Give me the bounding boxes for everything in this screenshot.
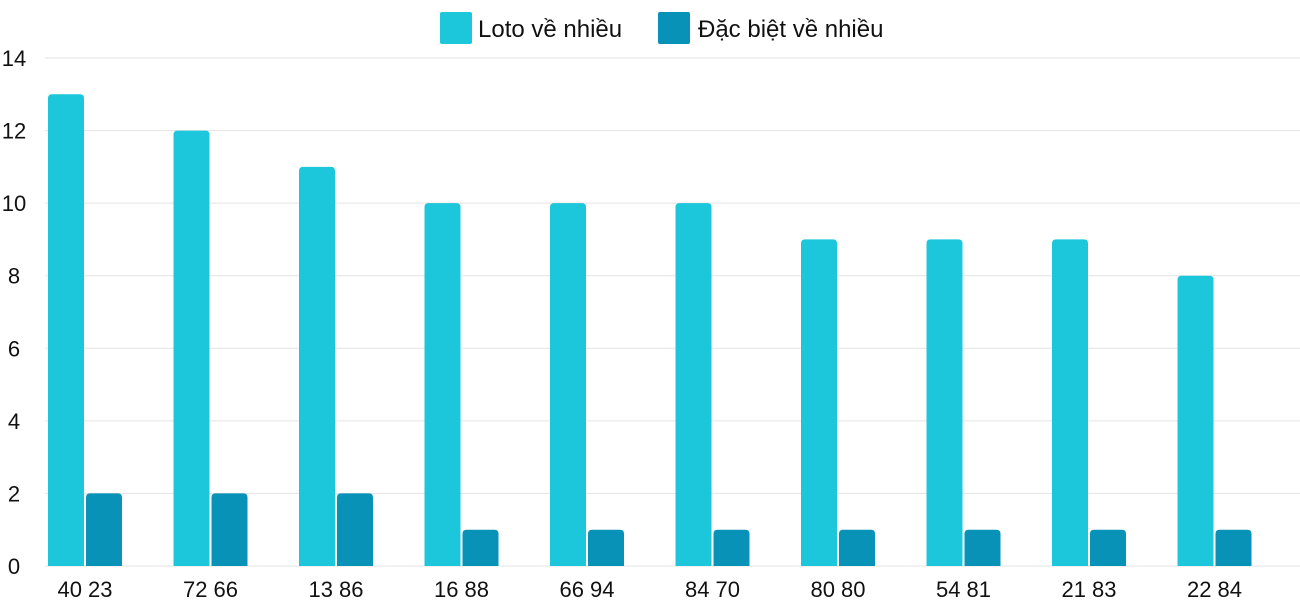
- y-tick-label: 12: [2, 119, 26, 144]
- y-tick-label: 14: [2, 46, 26, 71]
- bar-dacbiet: [964, 529, 1001, 566]
- y-tick-label: 10: [2, 191, 26, 216]
- y-axis-ticks: 0 2 4 6 8 10 12 14: [2, 46, 26, 579]
- bar-loto: [1052, 239, 1088, 566]
- x-tick-label: 54 81: [936, 577, 991, 600]
- grid-lines: [45, 57, 1300, 567]
- legend-label-loto: Loto về nhiều: [478, 16, 622, 43]
- x-tick-label: 84 70: [685, 577, 740, 600]
- x-tick-label: 13 86: [308, 577, 363, 600]
- bar-dacbiet: [713, 529, 750, 566]
- bars: [48, 94, 1252, 567]
- x-tick-label: 22 84: [1187, 577, 1242, 600]
- y-tick-label: 8: [8, 264, 20, 289]
- x-tick-label: 16 88: [434, 577, 489, 600]
- bar-dacbiet: [839, 529, 875, 566]
- bar-dacbiet: [462, 529, 499, 566]
- bar-dacbiet: [337, 493, 373, 566]
- bar-dacbiet: [1215, 529, 1252, 566]
- x-tick-label: 80 80: [810, 577, 865, 600]
- y-tick-label: 6: [8, 336, 20, 361]
- y-tick-label: 0: [8, 554, 20, 579]
- legend-swatch-dacbiet: [658, 12, 690, 44]
- legend: Loto về nhiều Đặc biệt về nhiều: [440, 12, 883, 44]
- bar-dacbiet: [1090, 529, 1126, 566]
- y-tick-label: 4: [8, 409, 20, 434]
- bar-loto: [550, 203, 586, 566]
- bar-loto: [48, 94, 84, 567]
- x-tick-label: 21 83: [1061, 577, 1116, 600]
- x-tick-label: 40 23: [57, 577, 112, 600]
- bar-loto: [926, 239, 963, 566]
- bar-loto: [173, 130, 210, 567]
- y-tick-label: 2: [8, 481, 20, 506]
- bar-loto: [299, 166, 335, 566]
- bar-loto: [801, 239, 837, 566]
- x-axis-ticks: 40 23 72 66 13 86 16 88 66 94 84 70 80 80 54 81…: [57, 577, 1242, 600]
- legend-label-dacbiet: Đặc biệt về nhiều: [698, 16, 883, 43]
- bar-loto: [424, 203, 461, 566]
- bar-loto: [675, 203, 712, 566]
- bar-dacbiet: [211, 493, 248, 566]
- bar-loto: [1177, 275, 1214, 566]
- x-tick-label: 72 66: [183, 577, 238, 600]
- bar-dacbiet: [588, 529, 624, 566]
- x-tick-label: 66 94: [559, 577, 614, 600]
- bar-dacbiet: [86, 493, 122, 566]
- legend-swatch-loto: [440, 12, 472, 44]
